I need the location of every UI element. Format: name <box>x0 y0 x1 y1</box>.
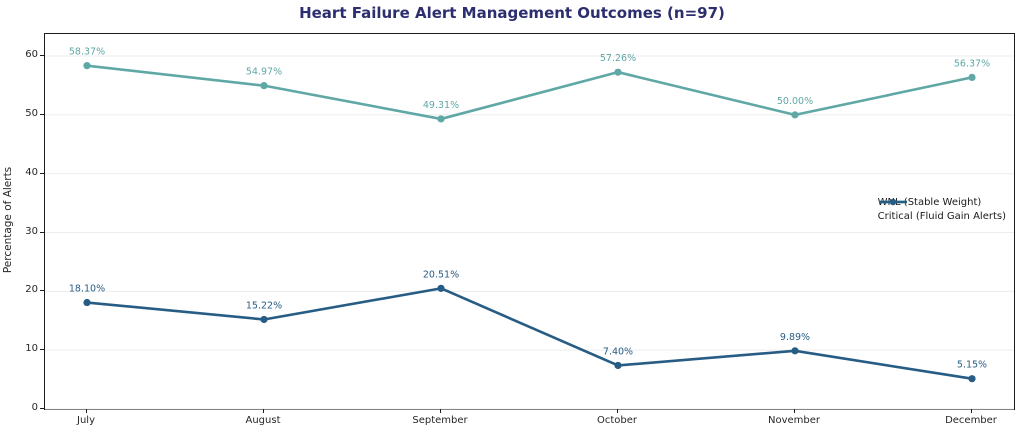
series-line <box>85 64 974 121</box>
series-line <box>85 287 974 381</box>
data-point <box>614 361 622 370</box>
y-tick-label: 0 <box>31 402 38 413</box>
point-value-label: 18.10% <box>69 284 105 295</box>
data-point <box>437 115 445 123</box>
x-tick-label: August <box>245 415 281 426</box>
x-tick-mark <box>263 409 264 413</box>
point-value-label: 58.37% <box>69 47 105 58</box>
y-tick-mark <box>40 290 44 292</box>
x-tick-label: December <box>945 415 997 426</box>
y-tick-label: 50 <box>25 107 38 119</box>
data-point <box>83 62 91 70</box>
data-point <box>260 315 268 324</box>
y-tick-label: 20 <box>25 284 38 296</box>
point-value-label: 54.97% <box>246 67 282 78</box>
y-tick-mark <box>40 231 44 233</box>
y-tick-mark <box>40 55 44 57</box>
point-value-label: 20.51% <box>423 269 459 280</box>
point-value-label: 7.40% <box>603 346 633 357</box>
point-value-label: 5.15% <box>957 360 987 371</box>
x-tick-mark <box>440 409 441 413</box>
y-tick-label: 30 <box>25 225 38 237</box>
y-tick-label: 10 <box>25 343 38 355</box>
x-tick-mark <box>971 409 972 413</box>
y-tick-mark <box>40 172 44 174</box>
point-value-label: 49.31% <box>423 100 459 111</box>
x-tick-label: July <box>77 415 95 426</box>
x-tick-mark <box>86 409 87 413</box>
data-point <box>260 82 268 90</box>
legend-label: WNL (Stable Weight) <box>877 197 982 208</box>
point-value-label: 56.37% <box>954 58 990 69</box>
x-tick-label: September <box>412 415 468 426</box>
data-point <box>791 111 799 119</box>
y-tick-label: 60 <box>25 49 38 61</box>
chart-title: Heart Failure Alert Management Outcomes … <box>299 4 725 22</box>
legend: WNL (Stable Weight) Critical (Fluid Gain … <box>878 197 1006 222</box>
y-tick-mark <box>40 408 44 409</box>
point-value-label: 50.00% <box>777 96 813 107</box>
point-value-label: 9.89% <box>780 332 810 343</box>
data-point <box>968 73 976 82</box>
x-tick-mark <box>617 409 618 413</box>
point-value-label: 15.22% <box>246 300 282 311</box>
data-point <box>614 68 622 76</box>
y-tick-mark <box>40 349 44 351</box>
legend-item: Critical (Fluid Gain Alerts) <box>877 198 1006 222</box>
y-tick-mark <box>40 113 44 115</box>
data-point <box>968 375 976 383</box>
x-tick-label: October <box>596 415 638 426</box>
point-value-label: 57.26% <box>600 53 636 64</box>
legend-line-marker-icon <box>878 198 907 206</box>
chart-canvas: 58.37% 54.97% 49.31% 57.26% 50.00% 56.37% 18.1… <box>45 47 1014 410</box>
y-tick-label: 40 <box>25 166 38 178</box>
plot-area: 58.37% 54.97% 49.31% 57.26% 50.00% 56.37% 18.1… <box>44 33 1015 410</box>
data-point <box>437 284 445 292</box>
x-tick-mark <box>794 409 795 413</box>
legend-label: Critical (Fluid Gain Alerts) <box>877 211 1006 222</box>
x-tick-label: November <box>767 415 821 426</box>
data-point <box>791 347 799 355</box>
data-point <box>83 298 91 307</box>
